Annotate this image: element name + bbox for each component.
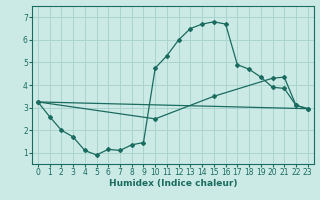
X-axis label: Humidex (Indice chaleur): Humidex (Indice chaleur) (108, 179, 237, 188)
